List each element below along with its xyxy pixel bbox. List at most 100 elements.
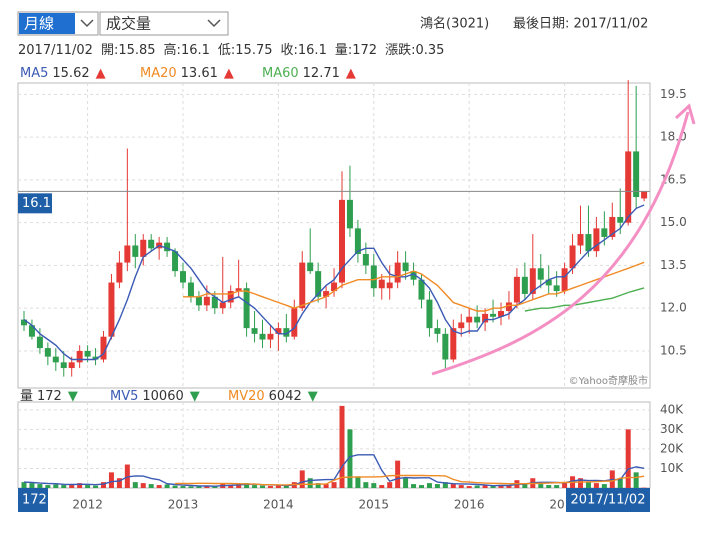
quote-line: 2017/11/02 開:15.85 高:16.1 低:15.75 收:16.1 量:17… (18, 42, 444, 58)
candle-body (124, 245, 131, 263)
price-box (18, 193, 52, 214)
candle-body (44, 348, 51, 357)
ma-line (183, 261, 645, 312)
candle-body (331, 282, 338, 292)
x-tick-label: 2013 (168, 498, 199, 512)
volume-bar (101, 482, 106, 488)
candle-body (235, 288, 242, 292)
volume-bar (593, 483, 599, 488)
volume-bar (77, 483, 83, 488)
candle-body (346, 199, 353, 229)
candle-body (21, 319, 27, 326)
candle-body (140, 239, 147, 257)
candle-body (569, 245, 576, 269)
candle-body (28, 325, 35, 337)
candle-body (362, 254, 369, 266)
quote-value: 15.85 (118, 43, 155, 58)
quote-value: 16.1 (298, 43, 327, 58)
candle-body (275, 328, 282, 334)
x-tick-label: 2015 (359, 498, 390, 512)
trend-arrowhead (674, 103, 696, 125)
volume-bar (69, 484, 75, 488)
volume-bar (442, 482, 448, 488)
volume-bar (267, 486, 273, 488)
volume-bar (61, 485, 67, 488)
volume-bar (148, 484, 154, 488)
candle-body (410, 271, 417, 280)
candle-body (426, 299, 433, 329)
volume-box-label: 172 (22, 493, 47, 508)
volume-bar (323, 484, 329, 488)
candle-body (267, 333, 274, 340)
legend-trend: ▲ (96, 66, 106, 81)
volume-bar (474, 485, 480, 488)
y-tick-label: 19.5 (660, 87, 687, 101)
volume-bar (188, 486, 194, 488)
candle-body (617, 216, 624, 223)
candle-body (482, 313, 489, 323)
candle-body (195, 296, 202, 306)
dropdown-arrow (80, 19, 94, 28)
volume-bar (85, 485, 91, 488)
candle-body (418, 279, 425, 300)
volume-bar (538, 484, 544, 488)
candle-body (577, 234, 584, 246)
date-box-label: 2017/11/02 (571, 493, 646, 508)
legend-entry: MA20 13.61 ▲ (140, 66, 234, 81)
candle-body (84, 350, 91, 357)
candle-body (52, 356, 59, 363)
watermark: ©Yahoo奇摩股市 (569, 374, 648, 387)
candle-body (442, 333, 449, 360)
volume-bar (546, 485, 552, 488)
volume-bar (625, 429, 631, 488)
volume-bar (93, 485, 99, 488)
stock-name: 鴻名(3021) (420, 16, 489, 32)
volume-bar (387, 482, 393, 488)
candle-body (291, 308, 298, 337)
x-tick-label: 2016 (454, 498, 485, 512)
ma-line (175, 474, 645, 486)
volume-bar (426, 483, 432, 488)
candle-body (529, 268, 536, 294)
candle-body (164, 242, 171, 252)
candle-body (108, 282, 115, 337)
volume-bar (21, 482, 27, 488)
candle-body (394, 262, 401, 283)
volume-bar (180, 486, 186, 488)
candle-body (307, 262, 314, 272)
volume-bar (299, 470, 305, 488)
volume-bar (562, 482, 568, 488)
dropdown-frame (99, 11, 229, 36)
candle-body (299, 262, 306, 309)
candle-body (148, 239, 155, 249)
candle-body (641, 191, 648, 199)
volume-bar (212, 486, 218, 488)
candle-body (116, 262, 123, 283)
volume-bar (45, 485, 51, 488)
date-box (566, 488, 650, 512)
volume-bar (466, 486, 472, 488)
quote-value: 172 (352, 43, 377, 58)
candle-body (211, 296, 218, 309)
candle-body (378, 279, 385, 289)
quote-date: 2017/11/02 (18, 43, 93, 58)
quote-value: 0.35 (415, 43, 444, 58)
candle-body (76, 350, 83, 363)
candle-body (243, 288, 250, 329)
volume-bar (164, 484, 170, 488)
candle-body (283, 328, 290, 337)
last-date: 最後日期: 2017/11/02 (513, 17, 648, 32)
volume-bar (275, 485, 281, 488)
volume-bar (116, 478, 122, 488)
candle-body (132, 245, 139, 257)
y-tick-label: 10K (660, 461, 684, 475)
period-dropdown[interactable]: 月線 (17, 11, 99, 36)
volume-bar (395, 460, 401, 488)
candle-body (386, 282, 393, 289)
volume-bar (498, 485, 504, 488)
indicator-dropdown[interactable]: 成交量 (99, 11, 229, 36)
candle-body (259, 333, 266, 340)
candle-body (370, 265, 377, 289)
legend-name: MA5 (20, 66, 48, 81)
